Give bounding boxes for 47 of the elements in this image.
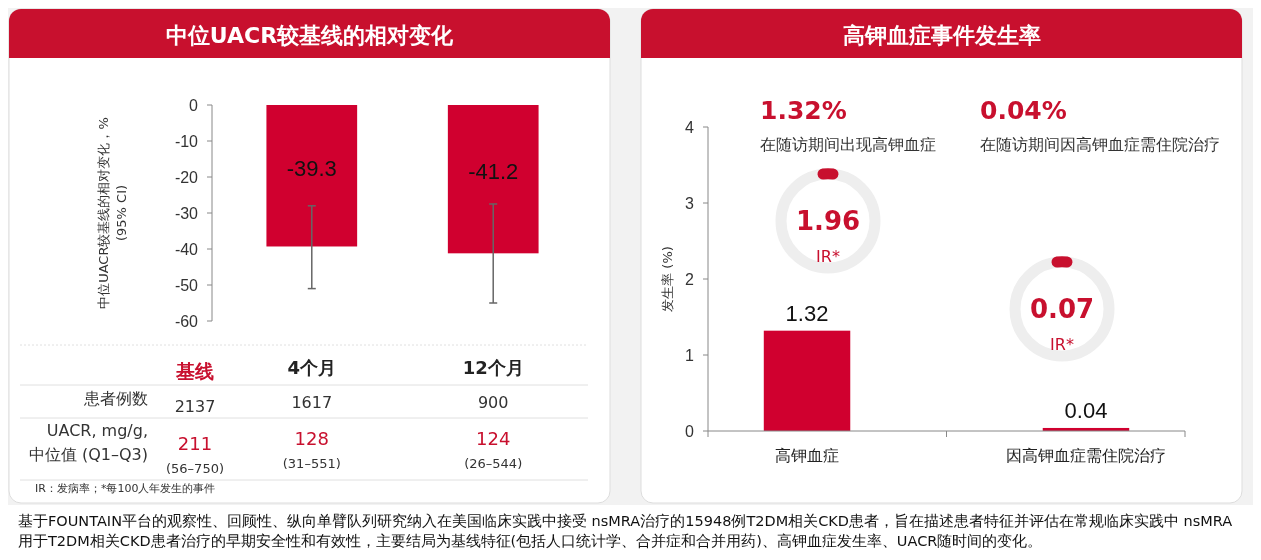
text: 900 [477,393,509,412]
text: (31–551) [282,456,341,471]
text: 中位值 (Q1–Q3) [28,445,148,464]
y-tick-label: -40 [174,240,199,258]
y-tick-label: 0 [189,96,199,114]
y-axis-title: 发生率 (%) [660,246,675,312]
text: 1.32% [760,96,847,125]
text: 128 [294,428,329,449]
text: UACR, mg/g, [46,421,148,440]
text: 患者例数 [83,389,148,408]
text: 基于FOUNTAIN平台的观察性、回顾性、纵向单臂队列研究纳入在美国临床实践中接受 nsMRA治疗的15948例T2DM相关CKD患者，旨在描述患者特征并评估在常规临床实践中 nsMRA用于T2DM相关CKD患者治疗的早期安全性和有效性，主要结局为基线特征(包括人口统计学、合并症和合并用药)、高钾血症发生率、UACR随时间的变化。 [17,512,1234,551]
x-tick-label: 高钾血症 [775,446,840,465]
y-tick-label: -60 [174,312,199,330]
text: IR：发病率；*每100人年发生的事件 [35,482,216,495]
annotation: IR* [816,247,840,266]
text: (26–544) [464,456,523,471]
y-tick-label: 3 [685,194,695,212]
data-label: -39.3 [286,155,337,181]
x-tick-label: 因高钾血症需住院治疗 [1005,446,1166,465]
annotation: 在随访期间因高钾血症需住院治疗 [980,135,1220,154]
y-tick-label: -30 [174,204,199,222]
annotation: 在随访期间出现高钾血症 [760,135,936,154]
chart-title: 高钾血症事件发生率 [842,23,1041,48]
data-label: 0.04 [1064,397,1108,423]
y-tick-label: 2 [685,270,695,288]
text: 124 [476,428,511,449]
chart-title: 中位UACR较基线的相对变化 [165,23,455,48]
text: 1617 [291,393,333,412]
annotation: IR* [1050,335,1074,354]
y-tick-label: 4 [685,118,695,136]
y-tick-label: -20 [174,168,199,186]
text: 0.04% [980,96,1067,125]
data-label: 1.32 [785,300,829,326]
y-tick-label: 0 [685,422,695,440]
text: 2137 [174,397,216,416]
text: (56–750) [166,461,224,476]
y-axis-title: 中位UACR较基线的相对变化，% (95% CI) [96,117,129,309]
x-tick-label: 4个月 [287,357,337,378]
annotation: 1.96 [795,206,861,236]
text: 基线 [175,360,214,382]
y-tick-label: -50 [174,276,199,294]
text: 211 [177,433,213,454]
y-tick-label: 1 [685,346,695,364]
x-tick-label: 12个月 [462,357,524,378]
annotation: 0.07 [1029,294,1095,324]
data-label: -41.2 [468,159,519,185]
y-tick-label: -10 [174,132,199,150]
